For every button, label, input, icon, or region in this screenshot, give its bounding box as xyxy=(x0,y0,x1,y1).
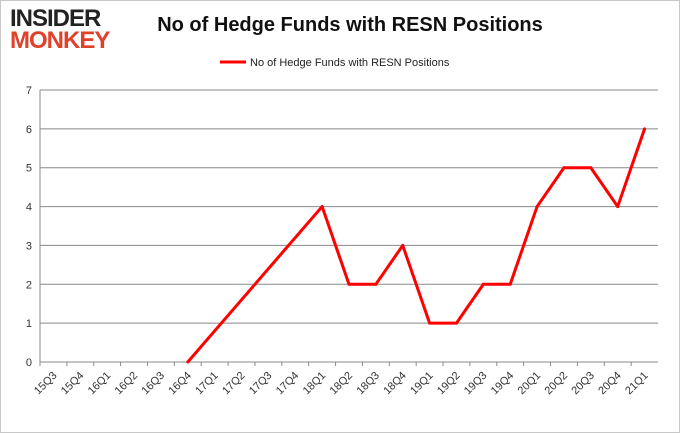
data-point xyxy=(589,166,593,170)
x-tick-label: 20Q1 xyxy=(516,370,544,398)
y-tick-label: 3 xyxy=(26,240,32,252)
x-tick-label: 20Q4 xyxy=(596,370,624,398)
x-tick-label: 21Q1 xyxy=(623,370,651,398)
data-point xyxy=(643,127,647,131)
x-tick-label: 19Q4 xyxy=(489,370,517,398)
x-tick-label: 17Q4 xyxy=(274,370,302,398)
data-point xyxy=(535,205,539,209)
x-tick-label: 17Q1 xyxy=(193,370,221,398)
x-tick-label: 16Q1 xyxy=(86,370,114,398)
insider-monkey-logo: INSIDER MONKEY xyxy=(10,5,110,54)
y-tick-label: 5 xyxy=(26,163,32,175)
x-tick-label: 17Q2 xyxy=(220,370,248,398)
x-tick-label: 16Q2 xyxy=(113,370,141,398)
x-tick-label: 19Q1 xyxy=(408,370,436,398)
y-tick-label: 1 xyxy=(26,318,32,330)
x-tick-label: 18Q1 xyxy=(301,370,329,398)
y-tick-label: 6 xyxy=(26,124,32,136)
data-point xyxy=(481,282,485,286)
data-point xyxy=(401,243,405,247)
x-tick-label: 20Q2 xyxy=(543,370,571,398)
data-point xyxy=(347,282,351,286)
data-point xyxy=(616,205,620,209)
y-tick-label: 2 xyxy=(26,279,32,291)
x-tick-label: 16Q3 xyxy=(140,370,168,398)
logo-line2: MONKEY xyxy=(10,27,110,54)
x-tick-label: 15Q3 xyxy=(32,370,60,398)
x-tick-label: 18Q3 xyxy=(354,370,382,398)
x-tick-label: 18Q4 xyxy=(381,370,409,398)
data-point xyxy=(320,205,324,209)
data-point xyxy=(186,360,190,364)
data-point xyxy=(374,282,378,286)
data-point xyxy=(454,321,458,325)
x-tick-label: 16Q4 xyxy=(166,370,194,398)
x-tick-label: 15Q4 xyxy=(59,370,87,398)
x-tick-label: 18Q2 xyxy=(328,370,356,398)
x-tick-label: 19Q2 xyxy=(435,370,463,398)
y-tick-label: 4 xyxy=(26,202,32,214)
data-point xyxy=(508,282,512,286)
x-tick-label: 19Q3 xyxy=(462,370,490,398)
logo-line1: INSIDER xyxy=(10,5,101,32)
data-point xyxy=(562,166,566,170)
legend-label: No of Hedge Funds with RESN Positions xyxy=(250,57,450,69)
y-tick-label: 0 xyxy=(26,357,32,369)
chart-title: No of Hedge Funds with RESN Positions xyxy=(157,14,543,36)
x-tick-label: 20Q3 xyxy=(569,370,597,398)
y-tick-label: 7 xyxy=(26,85,32,97)
x-tick-label: 17Q3 xyxy=(247,370,275,398)
series-line xyxy=(186,128,646,363)
data-point xyxy=(428,321,432,325)
